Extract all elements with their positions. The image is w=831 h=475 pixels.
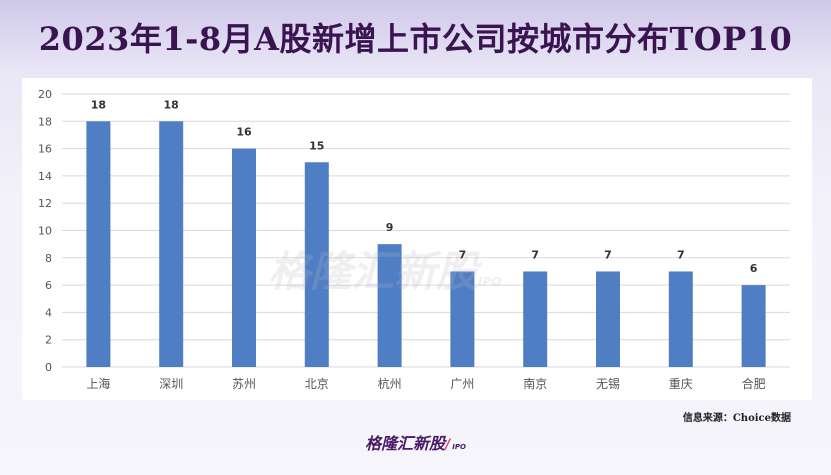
y-tick-label: 4 [45, 306, 52, 319]
bar [304, 162, 329, 367]
data-label: 6 [750, 262, 758, 275]
x-tick-label: 无锡 [596, 376, 620, 391]
source-note: 信息来源：Choice数据 [682, 413, 791, 424]
brand-logo: 格隆汇新股/IPO [365, 434, 466, 453]
x-tick-label: 杭州 [378, 376, 402, 391]
y-tick-label: 20 [38, 88, 52, 101]
x-tick-label: 上海 [86, 376, 110, 391]
bar [377, 244, 402, 367]
y-tick-label: 16 [38, 143, 52, 156]
page-title: 2023年1-8月A股新增上市公司按城市分布TOP10 [38, 20, 793, 58]
data-label: 18 [91, 98, 106, 111]
brand-ipo: IPO [452, 443, 466, 451]
bar [741, 285, 766, 367]
x-tick-label: 深圳 [159, 377, 183, 391]
x-tick-label: 重庆 [669, 377, 693, 391]
bar [159, 121, 184, 367]
data-label: 18 [164, 98, 179, 111]
y-tick-label: 10 [38, 225, 52, 238]
data-label: 7 [531, 248, 539, 261]
data-label: 7 [459, 248, 467, 261]
bar [668, 271, 693, 367]
y-tick-label: 0 [45, 361, 52, 374]
x-tick-label: 合肥 [742, 376, 766, 391]
x-tick-label: 南京 [523, 376, 547, 391]
y-tick-label: 14 [38, 170, 52, 183]
y-tick-label: 18 [38, 115, 52, 128]
bar [523, 271, 548, 367]
data-label: 7 [604, 248, 612, 261]
brand-name: 格隆汇新股 [365, 434, 446, 453]
bar [596, 271, 620, 367]
x-tick-label: 苏州 [232, 377, 256, 391]
bar [232, 148, 256, 367]
data-label: 9 [386, 221, 394, 234]
bar [86, 121, 111, 367]
data-label: 15 [309, 139, 324, 152]
x-tick-label: 北京 [305, 377, 329, 391]
x-tick-label: 广州 [450, 377, 474, 391]
y-tick-label: 8 [45, 252, 52, 265]
bar [450, 271, 475, 367]
data-label: 7 [677, 248, 685, 261]
y-tick-label: 12 [38, 197, 52, 210]
y-tick-label: 6 [45, 279, 52, 292]
data-label: 16 [236, 126, 252, 139]
y-tick-label: 2 [45, 334, 52, 347]
